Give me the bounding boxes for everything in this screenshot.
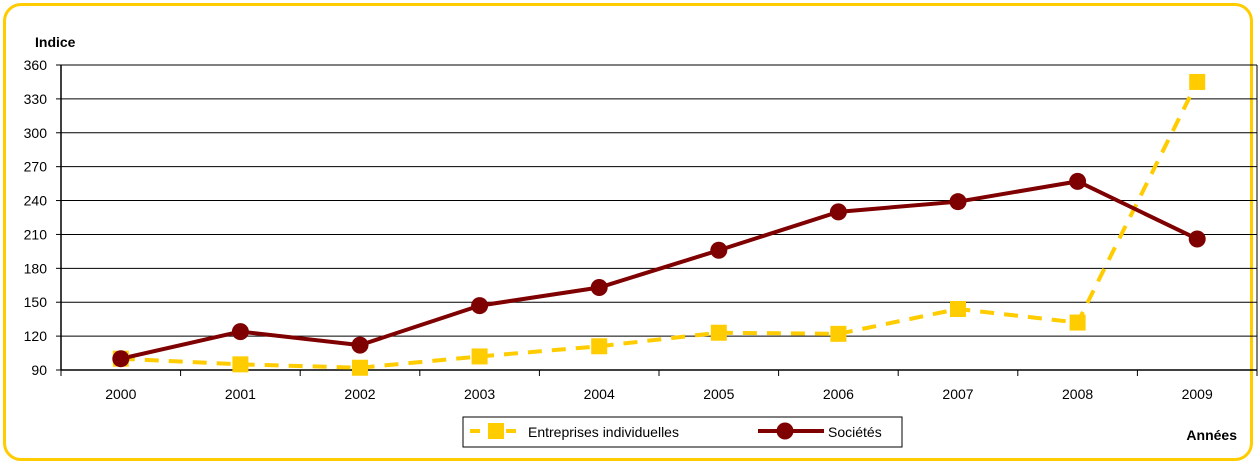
point-entreprises-2001 (232, 356, 249, 373)
y-tick-label-90: 90 (31, 362, 47, 378)
point-entreprises-2002 (352, 359, 368, 376)
point-societes-2009 (1188, 230, 1206, 248)
y-tick-label-210: 210 (24, 226, 48, 242)
legend-marker-entreprises (488, 423, 504, 439)
point-societes-2003 (471, 297, 489, 315)
x-tick-label-2009: 2009 (1182, 386, 1213, 402)
legend-label-societes: Sociétés (828, 424, 882, 440)
point-entreprises-2005 (710, 324, 727, 341)
point-entreprises-2004 (591, 338, 608, 355)
point-entreprises-2008 (1069, 314, 1086, 331)
legend-box (462, 416, 903, 448)
series-line-societes (120, 179, 1199, 361)
legend: Entreprises individuelles Sociétés (462, 416, 903, 448)
gridlines (60, 64, 1258, 371)
legend-label-entreprises: Entreprises individuelles (528, 424, 679, 440)
legend-marker-societes (776, 422, 794, 440)
y-tick-label-180: 180 (24, 260, 48, 276)
y-axis-ticks: 90 120 150 180 210 240 270 300 330 360 (24, 57, 61, 378)
x-tick-label-2007: 2007 (942, 386, 973, 402)
y-tick-label-120: 120 (24, 328, 48, 344)
point-societes-2007 (949, 193, 967, 211)
x-tick-label-2002: 2002 (344, 386, 375, 402)
point-societes-2001 (231, 323, 249, 341)
point-entreprises-2007 (950, 301, 966, 317)
series-group (112, 73, 1206, 376)
x-tick-label-2001: 2001 (225, 386, 256, 402)
x-tick-label-2003: 2003 (464, 386, 495, 402)
x-tick-label-2004: 2004 (584, 386, 615, 402)
x-tick-label-2005: 2005 (703, 386, 734, 402)
y-tick-label-240: 240 (24, 193, 48, 209)
point-entreprises-2003 (471, 348, 488, 365)
y-tick-label-360: 360 (24, 57, 48, 73)
point-societes-2006 (829, 203, 847, 221)
point-societes-2000 (112, 350, 130, 368)
y-tick-label-150: 150 (24, 294, 48, 310)
point-societes-2005 (710, 241, 728, 259)
point-societes-2002 (351, 336, 369, 354)
x-tick-label-2000: 2000 (105, 386, 136, 402)
x-tick-label-2006: 2006 (823, 386, 854, 402)
y-tick-label-270: 270 (24, 159, 48, 175)
x-axis-title: Années (1186, 427, 1237, 443)
point-societes-2008 (1069, 172, 1087, 190)
chart-frame (3, 3, 1253, 461)
y-axis-title: Indice (35, 34, 76, 50)
x-tick-label-2008: 2008 (1062, 386, 1093, 402)
point-societes-2004 (590, 279, 608, 297)
y-tick-label-300: 300 (24, 125, 48, 141)
point-entreprises-2009 (1189, 73, 1206, 90)
point-entreprises-2006 (830, 325, 847, 342)
x-axis-ticks: 2000 2001 2002 2003 2004 2005 2006 2007 2008 2009 (60, 370, 1258, 402)
y-tick-label-330: 330 (24, 91, 48, 107)
series-line-entreprises (120, 81, 1199, 370)
